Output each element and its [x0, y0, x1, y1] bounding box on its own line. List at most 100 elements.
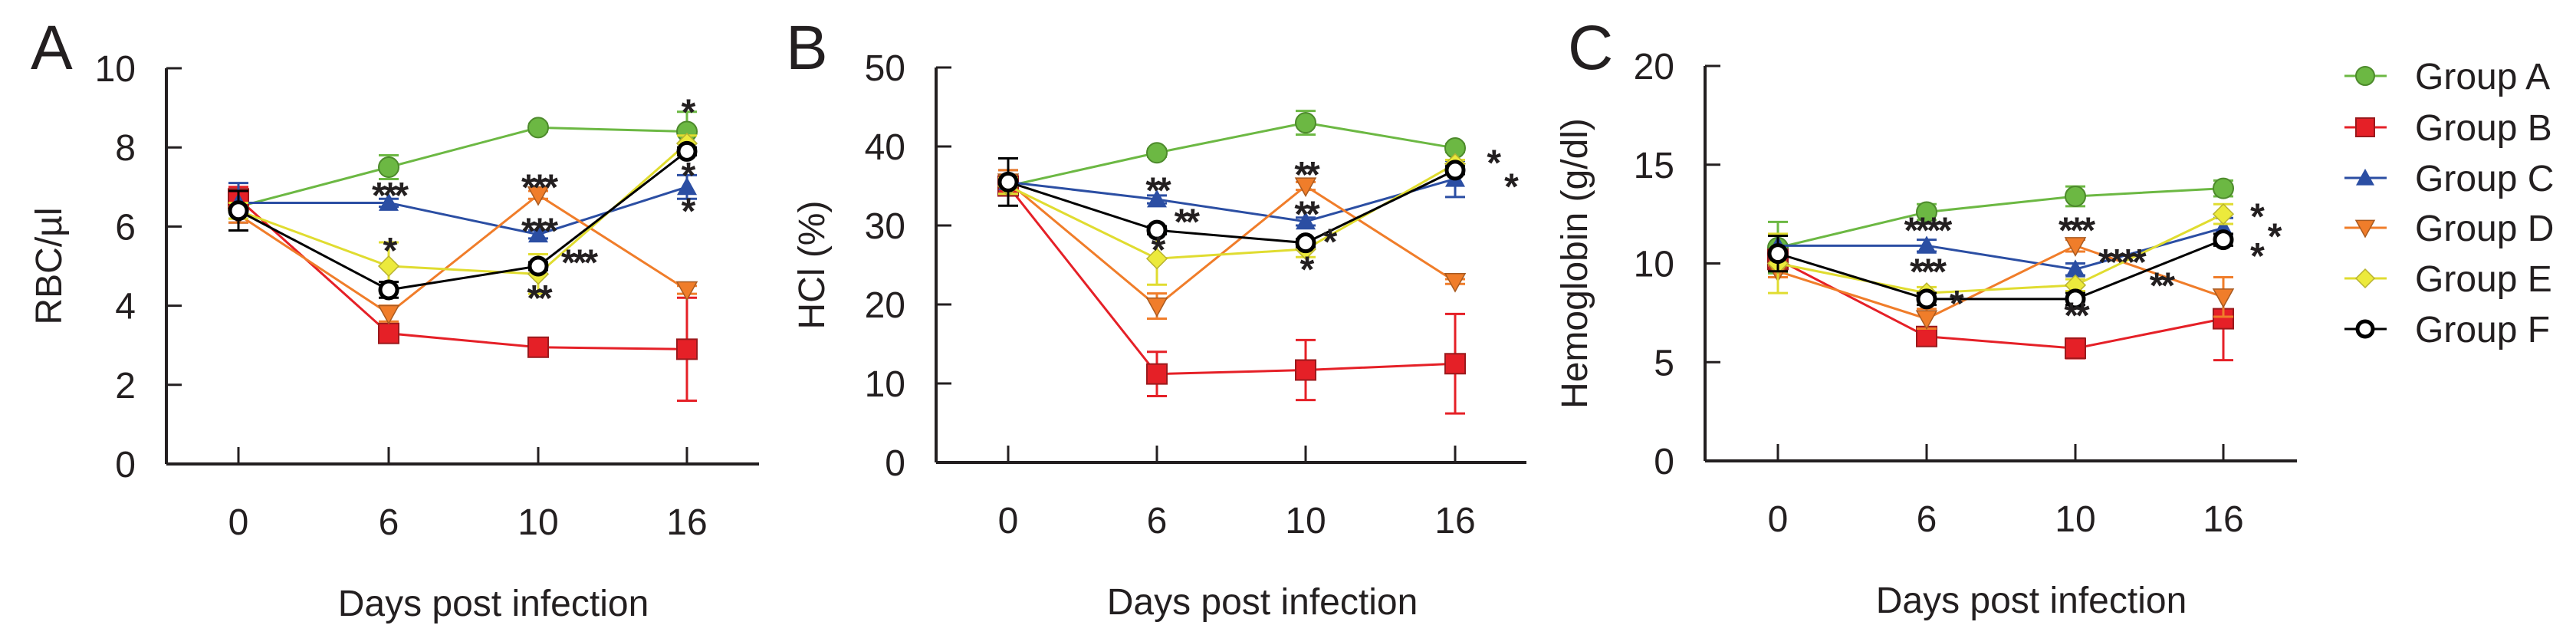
panel-label: C	[1568, 13, 1613, 83]
marker-square	[378, 322, 399, 344]
marker-open-circle	[2213, 229, 2234, 251]
marker-triangle-down	[675, 281, 698, 301]
series-group-b	[997, 175, 1466, 415]
series-line	[238, 150, 688, 291]
x-tick-label: 6	[1147, 501, 1168, 541]
marker-square	[1295, 359, 1316, 381]
significance-marker: **	[1145, 171, 1171, 212]
significance-marker: ****	[2098, 242, 2147, 283]
significance-marker: ***	[372, 176, 409, 216]
significance-marker: ***	[521, 168, 558, 209]
y-tick-label: 50	[865, 48, 905, 89]
panel-c: C 0 5 10 15 20 0 6 10 16 Days post infection Hemogl…	[1555, 13, 2297, 621]
series-line	[1007, 185, 1456, 376]
y-axis-title: RBC/µl	[29, 208, 70, 325]
legend-item: Group A	[2344, 57, 2550, 97]
y-tick-label: 4	[115, 287, 136, 327]
x-tick-label: 16	[2203, 499, 2243, 540]
legend-item: Group E	[2344, 259, 2552, 300]
series-group-c	[228, 173, 697, 243]
y-axis-title: HCl (%)	[792, 201, 833, 330]
x-tick-label: 0	[998, 501, 1019, 541]
y-tick-label: 0	[885, 443, 905, 484]
panel-b: B 0 10 20 30 40 50 0 6 10 16 Days post infection HCl…	[786, 13, 1526, 623]
legend-label: Group E	[2415, 259, 2552, 300]
x-axis-title: Days post infection	[1876, 581, 2187, 621]
marker-triangle-down	[2064, 237, 2087, 257]
legend-label: Group F	[2415, 310, 2550, 350]
marker-open-circle	[1767, 243, 1789, 265]
marker-triangle-up	[528, 224, 548, 243]
series-line	[1777, 187, 2224, 249]
y-tick-label: 10	[95, 49, 136, 90]
y-tick-label: 30	[865, 206, 905, 247]
marker-square	[2065, 337, 2086, 360]
legend-item: Group B	[2344, 108, 2552, 149]
series-group-f	[1767, 229, 2234, 310]
marker-square	[1444, 353, 1466, 375]
y-tick-label: 40	[865, 127, 905, 168]
series-line	[1777, 212, 2224, 294]
marker-triangle-up	[379, 192, 399, 211]
y-tick-label: 15	[1634, 146, 1674, 186]
marker-circle	[2355, 66, 2375, 86]
marker-triangle-down	[377, 304, 400, 325]
marker-triangle-up	[2356, 169, 2374, 186]
significance-marker: ***	[1910, 252, 1947, 293]
marker-circle	[2213, 177, 2234, 199]
marker-open-circle	[1146, 219, 1168, 241]
marker-open-circle	[1444, 160, 1466, 181]
significance-marker: *	[2250, 236, 2265, 277]
legend-label: Group D	[2415, 209, 2554, 249]
series-group-d	[997, 169, 1467, 321]
y-tick-label: 2	[115, 366, 136, 406]
marker-circle	[1146, 142, 1168, 164]
significance-marker: ***	[561, 243, 598, 284]
panel-label: B	[786, 13, 828, 83]
series-line	[237, 198, 688, 350]
marker-circle	[2065, 185, 2086, 207]
x-tick-label: 6	[1917, 499, 1937, 540]
panel-a: A 0 2 4 6 8 10 0 6 10 16 Days post infection RBC/µl *…	[29, 13, 759, 624]
series-line	[1777, 258, 2224, 350]
marker-triangle-down	[1915, 310, 1938, 331]
marker-triangle-up	[1147, 189, 1167, 208]
legend: Group A Group B Group C Group D Group E Group…	[2344, 57, 2554, 350]
series-line	[238, 193, 688, 315]
y-tick-label: 20	[1634, 47, 1674, 87]
significance-marker: **	[2150, 266, 2176, 307]
x-tick-label: 6	[379, 502, 399, 543]
marker-triangle-up	[1917, 235, 1937, 254]
significance-marker: ***	[521, 211, 558, 252]
significance-marker: ****	[1904, 211, 1953, 252]
significance-marker: ***	[2058, 211, 2095, 252]
significance-marker: **	[2064, 295, 2090, 336]
significance-marker: **	[1294, 194, 1320, 235]
x-tick-label: 16	[666, 502, 707, 543]
x-tick-label: 0	[1768, 499, 1789, 540]
marker-open-circle	[1295, 232, 1316, 254]
marker-triangle-up	[1296, 211, 1316, 230]
x-axis-title: Days post infection	[338, 584, 649, 624]
legend-label: Group B	[2415, 108, 2552, 149]
marker-square	[1146, 363, 1168, 385]
legend-item: Group F	[2344, 310, 2550, 350]
marker-triangle-down	[1294, 177, 1317, 198]
series-line	[1007, 181, 1456, 308]
marker-square	[2355, 117, 2375, 137]
y-tick-label: 5	[1654, 343, 1674, 383]
significance-marker: *	[2268, 216, 2282, 257]
series-line	[1777, 239, 2224, 301]
marker-open-circle	[676, 140, 698, 162]
series-group-a	[1767, 177, 2234, 275]
series-line	[1007, 169, 1456, 245]
marker-triangle-down	[1444, 272, 1467, 293]
series-line	[238, 126, 688, 209]
x-tick-label: 10	[1285, 501, 1326, 541]
marker-open-circle	[997, 171, 1019, 192]
significance-marker: *	[682, 192, 696, 232]
y-axis-title: Hemoglobin (g/dl)	[1555, 118, 1595, 409]
significance-marker: **	[1294, 155, 1320, 196]
